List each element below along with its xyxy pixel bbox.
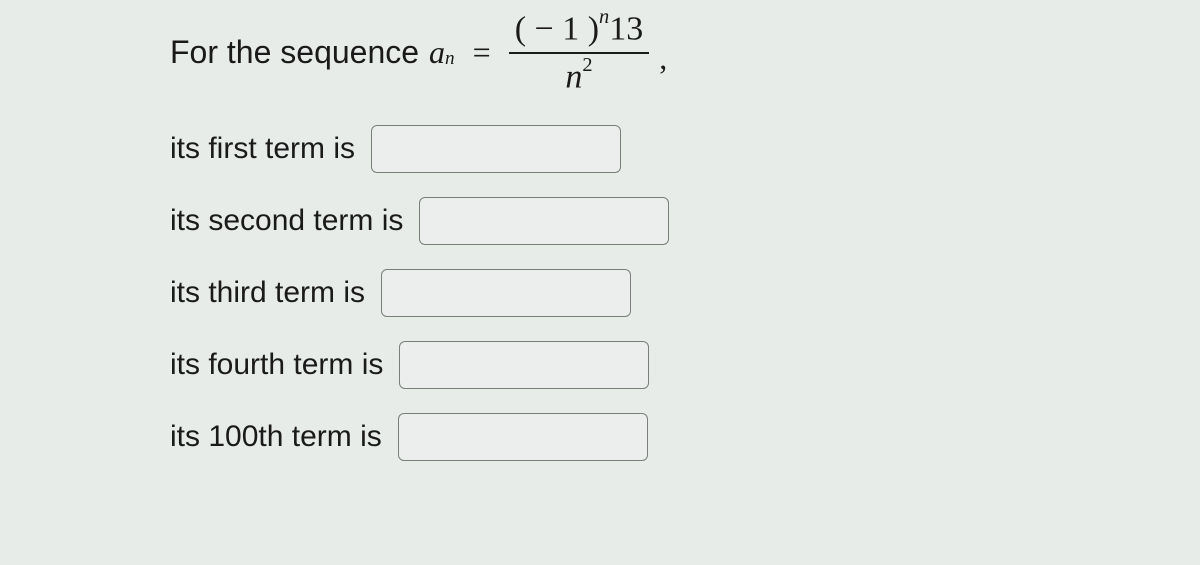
den-n: n <box>565 58 582 95</box>
term-label-3: its third term is <box>170 276 365 310</box>
variable-a: a <box>429 34 445 71</box>
term-label-1: its first term is <box>170 132 355 166</box>
term-row-3: its third term is <box>170 269 1200 317</box>
exponent-n: n <box>599 6 609 28</box>
term-label-4: its fourth term is <box>170 348 383 382</box>
trailing-comma: , <box>659 40 667 95</box>
term-input-4[interactable] <box>399 341 649 389</box>
question-page: For the sequence an = ( − 1 )n13 n2 , it… <box>0 0 1200 461</box>
den-exp-2: 2 <box>582 54 592 76</box>
term-row-4: its fourth term is <box>170 341 1200 389</box>
numerator: ( − 1 )n13 <box>509 10 650 48</box>
coeff-13: 13 <box>609 10 643 47</box>
term-input-5[interactable] <box>398 413 648 461</box>
formula-row: For the sequence an = ( − 1 )n13 n2 , <box>170 0 1200 125</box>
lead-text: For the sequence <box>170 34 419 71</box>
fraction-bar <box>509 52 650 54</box>
term-label-2: its second term is <box>170 204 403 238</box>
paren-open: ( <box>515 10 526 47</box>
paren-close: ) <box>588 10 599 47</box>
one: 1 <box>562 10 579 47</box>
fraction: ( − 1 )n13 n2 <box>509 10 650 95</box>
term-input-2[interactable] <box>419 197 669 245</box>
term-row-5: its 100th term is <box>170 413 1200 461</box>
minus-sign: − <box>535 10 554 47</box>
term-input-3[interactable] <box>381 269 631 317</box>
term-label-5: its 100th term is <box>170 420 382 454</box>
denominator: n2 <box>559 58 598 96</box>
term-row-2: its second term is <box>170 197 1200 245</box>
sequence-definition: an = ( − 1 )n13 n2 <box>429 10 649 95</box>
term-input-1[interactable] <box>371 125 621 173</box>
subscript-n: n <box>445 48 455 70</box>
term-row-1: its first term is <box>170 125 1200 173</box>
equals-sign: = <box>473 34 491 71</box>
